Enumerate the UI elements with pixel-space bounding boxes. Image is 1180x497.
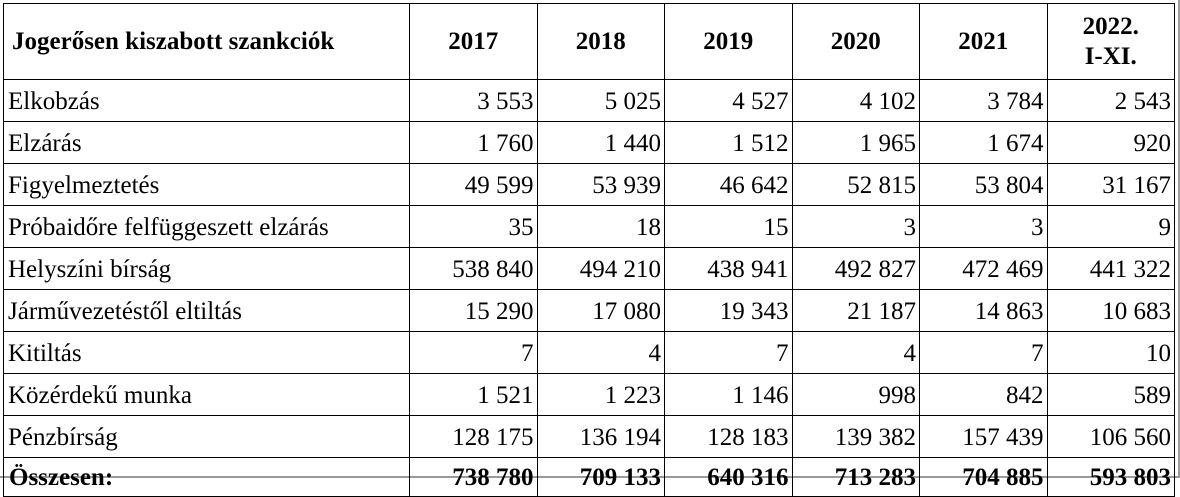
value-cell: 4 102 (791, 79, 920, 122)
row-label: Közérdekű munka (3, 373, 410, 416)
table-total-row: Összesen: 738 780 709 133 640 316 713 283 704… (3, 457, 1175, 497)
value-cell: 1 965 (791, 121, 920, 164)
row-label: Pénzbírság (3, 415, 410, 458)
value-cell: 4 527 (664, 79, 793, 122)
value-cell: 128 175 (409, 415, 538, 458)
value-cell: 136 194 (536, 415, 665, 458)
value-cell: 441 322 (1046, 247, 1175, 290)
table-row: Kitiltás 7 4 7 4 7 10 (3, 331, 1175, 374)
header-2022-period: I-XI. (1084, 42, 1137, 70)
total-value-cell: 713 283 (791, 457, 920, 497)
row-label: Kitiltás (3, 331, 410, 374)
total-label: Összesen: (3, 457, 410, 497)
value-cell: 35 (409, 205, 538, 248)
value-cell: 52 815 (791, 163, 920, 206)
value-cell: 492 827 (791, 247, 920, 290)
table-header-row: Jogerősen kiszabott szankciók 2017 2018 … (3, 3, 1175, 80)
value-cell: 10 (1046, 331, 1175, 374)
value-cell: 17 080 (536, 289, 665, 332)
value-cell: 2 543 (1046, 79, 1175, 122)
value-cell: 1 223 (536, 373, 665, 416)
value-cell: 3 (919, 205, 1048, 248)
total-value-cell: 640 316 (664, 457, 793, 497)
table-row: Elkobzás 3 553 5 025 4 527 4 102 3 784 2 543 (3, 79, 1175, 122)
header-sanctions: Jogerősen kiszabott szankciók (3, 3, 410, 80)
header-year-2019: 2019 (664, 3, 793, 80)
table-row: Helyszíni bírság 538 840 494 210 438 941 492… (3, 247, 1175, 290)
header-2022-year: 2022. (1082, 12, 1139, 40)
value-cell: 157 439 (919, 415, 1048, 458)
table-row: Próbaidőre felfüggeszett elzárás 35 18 15 3 3… (3, 205, 1175, 248)
value-cell: 3 553 (409, 79, 538, 122)
value-cell: 5 025 (536, 79, 665, 122)
value-cell: 14 863 (919, 289, 1048, 332)
value-cell: 1 440 (536, 121, 665, 164)
value-cell: 1 146 (664, 373, 793, 416)
value-cell: 3 784 (919, 79, 1048, 122)
value-cell: 15 290 (409, 289, 538, 332)
value-cell: 21 187 (791, 289, 920, 332)
value-cell: 998 (791, 373, 920, 416)
value-cell: 920 (1046, 121, 1175, 164)
value-cell: 7 (409, 331, 538, 374)
header-year-2021: 2021 (919, 3, 1048, 80)
value-cell: 46 642 (664, 163, 793, 206)
table-row: Figyelmeztetés 49 599 53 939 46 642 52 815 53… (3, 163, 1175, 206)
value-cell: 1 760 (409, 121, 538, 164)
value-cell: 49 599 (409, 163, 538, 206)
header-year-2022: 2022. I-XI. (1046, 3, 1175, 80)
value-cell: 53 804 (919, 163, 1048, 206)
header-year-2020: 2020 (791, 3, 920, 80)
value-cell: 139 382 (791, 415, 920, 458)
row-label: Járművezetéstől eltiltás (3, 289, 410, 332)
value-cell: 1 512 (664, 121, 793, 164)
header-year-2018: 2018 (536, 3, 665, 80)
row-label: Elkobzás (3, 79, 410, 122)
row-label: Próbaidőre felfüggeszett elzárás (3, 205, 410, 248)
value-cell: 4 (791, 331, 920, 374)
value-cell: 438 941 (664, 247, 793, 290)
value-cell: 15 (664, 205, 793, 248)
value-cell: 18 (536, 205, 665, 248)
value-cell: 472 469 (919, 247, 1048, 290)
table-row: Közérdekű munka 1 521 1 223 1 146 998 842 589 (3, 373, 1175, 416)
value-cell: 1 674 (919, 121, 1048, 164)
table-row: Pénzbírság 128 175 136 194 128 183 139 382 15… (3, 415, 1175, 458)
value-cell: 106 560 (1046, 415, 1175, 458)
table-row: Járművezetéstől eltiltás 15 290 17 080 19 3… (3, 289, 1175, 332)
value-cell: 1 521 (409, 373, 538, 416)
row-label: Figyelmeztetés (3, 163, 410, 206)
value-cell: 538 840 (409, 247, 538, 290)
value-cell: 7 (664, 331, 793, 374)
value-cell: 4 (536, 331, 665, 374)
value-cell: 31 167 (1046, 163, 1175, 206)
value-cell: 19 343 (664, 289, 793, 332)
value-cell: 53 939 (536, 163, 665, 206)
header-year-2017: 2017 (409, 3, 538, 80)
table-row: Elzárás 1 760 1 440 1 512 1 965 1 674 920 (3, 121, 1175, 164)
value-cell: 3 (791, 205, 920, 248)
total-value-cell: 709 133 (536, 457, 665, 497)
value-cell: 128 183 (664, 415, 793, 458)
value-cell: 9 (1046, 205, 1175, 248)
total-value-cell: 704 885 (919, 457, 1048, 497)
value-cell: 10 683 (1046, 289, 1175, 332)
value-cell: 7 (919, 331, 1048, 374)
sanctions-table: Jogerősen kiszabott szankciók 2017 2018 … (3, 3, 1175, 497)
value-cell: 494 210 (536, 247, 665, 290)
row-label: Helyszíni bírság (3, 247, 410, 290)
value-cell: 589 (1046, 373, 1175, 416)
value-cell: 842 (919, 373, 1048, 416)
total-value-cell: 593 803 (1046, 457, 1175, 497)
total-value-cell: 738 780 (409, 457, 538, 497)
row-label: Elzárás (3, 121, 410, 164)
